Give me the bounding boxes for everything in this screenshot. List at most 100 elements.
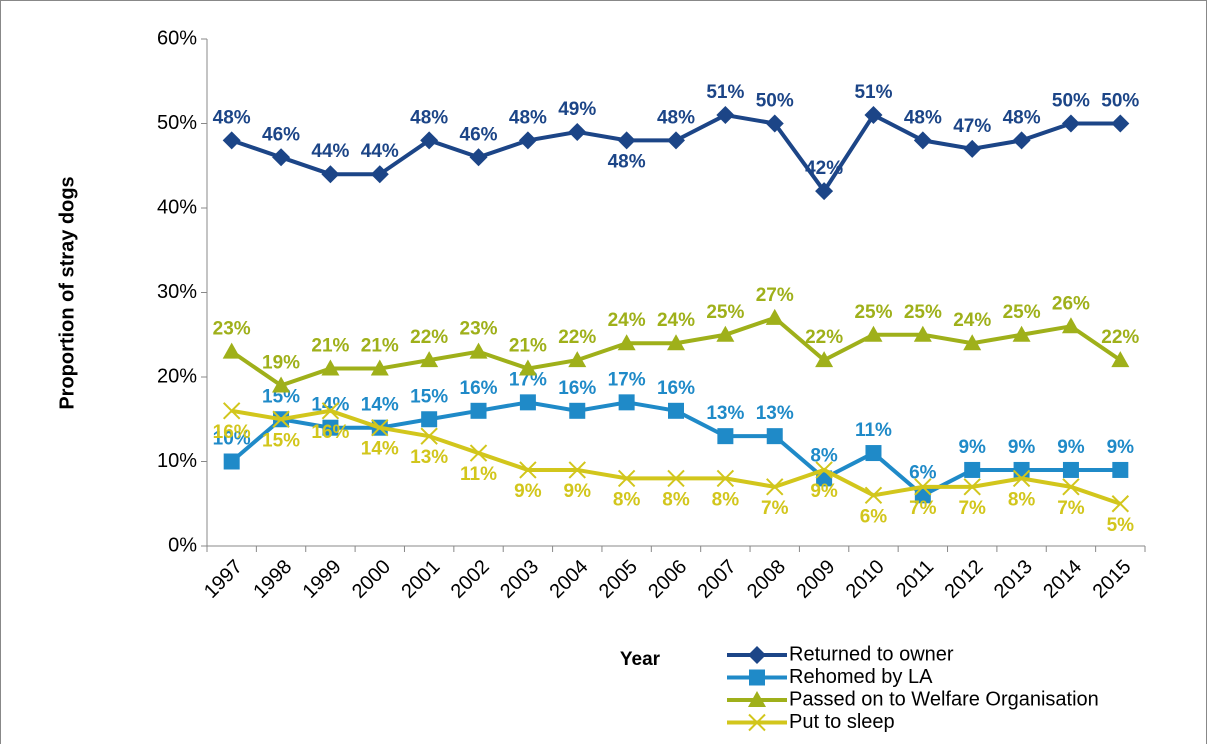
point bbox=[765, 114, 784, 133]
data-label: 14% bbox=[361, 395, 399, 416]
point bbox=[420, 131, 439, 150]
x-axis-title: Year bbox=[620, 649, 661, 670]
point bbox=[222, 131, 241, 150]
data-label: 7% bbox=[958, 498, 986, 519]
point bbox=[617, 131, 636, 150]
point bbox=[716, 106, 735, 125]
point bbox=[272, 148, 291, 167]
data-label: 48% bbox=[1003, 107, 1041, 128]
point bbox=[1111, 351, 1130, 368]
data-label: 13% bbox=[410, 447, 448, 468]
data-label: 11% bbox=[855, 420, 892, 441]
data-label: 47% bbox=[953, 116, 991, 137]
data-label: 8% bbox=[662, 489, 690, 510]
data-label: 48% bbox=[657, 107, 695, 128]
point bbox=[1013, 461, 1030, 478]
point bbox=[420, 427, 438, 445]
data-label: 48% bbox=[410, 107, 448, 128]
point bbox=[617, 469, 636, 488]
point bbox=[421, 411, 438, 428]
data-label: 7% bbox=[1057, 498, 1085, 519]
data-label: 17% bbox=[509, 369, 547, 390]
data-label: 42% bbox=[805, 158, 843, 179]
data-label: 49% bbox=[558, 99, 596, 120]
point bbox=[716, 325, 735, 342]
point bbox=[222, 402, 241, 420]
point bbox=[518, 131, 537, 150]
point bbox=[964, 461, 981, 478]
point bbox=[1111, 114, 1130, 133]
point bbox=[1012, 469, 1031, 488]
point bbox=[1012, 131, 1031, 150]
point bbox=[1062, 478, 1080, 496]
data-label: 25% bbox=[1003, 302, 1041, 323]
data-label: 15% bbox=[410, 386, 448, 407]
data-label: 16% bbox=[460, 378, 498, 399]
legend-label: Put to sleep bbox=[789, 711, 895, 733]
point bbox=[667, 469, 685, 488]
point bbox=[469, 444, 488, 462]
data-label: 9% bbox=[1057, 437, 1085, 458]
point bbox=[618, 394, 635, 411]
point bbox=[716, 469, 735, 488]
data-label: 19% bbox=[262, 352, 300, 373]
data-label: 9% bbox=[1008, 437, 1036, 458]
data-label: 22% bbox=[410, 327, 448, 348]
point bbox=[519, 461, 537, 479]
data-label: 8% bbox=[1008, 489, 1036, 510]
point bbox=[766, 478, 784, 496]
point bbox=[420, 351, 439, 368]
point bbox=[1062, 461, 1079, 478]
point bbox=[469, 148, 488, 167]
data-label: 9% bbox=[514, 481, 542, 502]
data-label: 51% bbox=[854, 82, 892, 103]
point bbox=[963, 334, 982, 351]
data-label: 21% bbox=[509, 336, 547, 357]
point bbox=[963, 139, 982, 158]
data-label: 6% bbox=[860, 506, 888, 527]
data-label: 13% bbox=[756, 403, 794, 424]
point bbox=[913, 325, 932, 342]
point bbox=[749, 669, 765, 686]
y-tick-label: 0% bbox=[168, 534, 197, 556]
data-label: 16% bbox=[311, 422, 349, 443]
legend-label: Returned to owner bbox=[789, 643, 954, 665]
data-label: 23% bbox=[460, 319, 498, 340]
data-label: 22% bbox=[1101, 327, 1139, 348]
data-label: 16% bbox=[558, 378, 596, 399]
y-axis-title: Proportion of stray dogs bbox=[56, 176, 78, 409]
point bbox=[864, 106, 883, 125]
point bbox=[321, 359, 340, 376]
y-tick-label: 10% bbox=[157, 450, 197, 472]
data-label: 11% bbox=[460, 464, 497, 485]
data-label: 48% bbox=[213, 107, 251, 128]
point bbox=[668, 402, 684, 419]
point bbox=[748, 713, 766, 732]
data-label: 8% bbox=[810, 445, 838, 466]
data-label: 51% bbox=[706, 82, 744, 103]
point bbox=[470, 402, 487, 419]
point bbox=[518, 359, 537, 376]
data-label: 48% bbox=[608, 151, 646, 172]
point bbox=[370, 165, 389, 184]
point bbox=[1112, 461, 1129, 478]
data-label: 14% bbox=[361, 439, 399, 460]
data-label: 16% bbox=[213, 422, 251, 443]
y-tick-label: 20% bbox=[157, 365, 197, 387]
data-label: 22% bbox=[805, 327, 843, 348]
data-label: 26% bbox=[1052, 293, 1090, 314]
data-label: 25% bbox=[904, 302, 942, 323]
data-label: 46% bbox=[460, 124, 498, 145]
data-label: 7% bbox=[761, 498, 789, 519]
data-label: 15% bbox=[262, 430, 300, 451]
data-label: 8% bbox=[712, 489, 740, 510]
data-label: 22% bbox=[558, 327, 596, 348]
point bbox=[370, 359, 389, 376]
data-label: 9% bbox=[1107, 437, 1135, 458]
data-label: 5% bbox=[1107, 515, 1135, 536]
data-label: 7% bbox=[909, 498, 937, 519]
point bbox=[1111, 495, 1130, 513]
y-tick-label: 40% bbox=[157, 196, 197, 218]
legend-label: Passed on to Welfare Organisation bbox=[789, 688, 1099, 710]
